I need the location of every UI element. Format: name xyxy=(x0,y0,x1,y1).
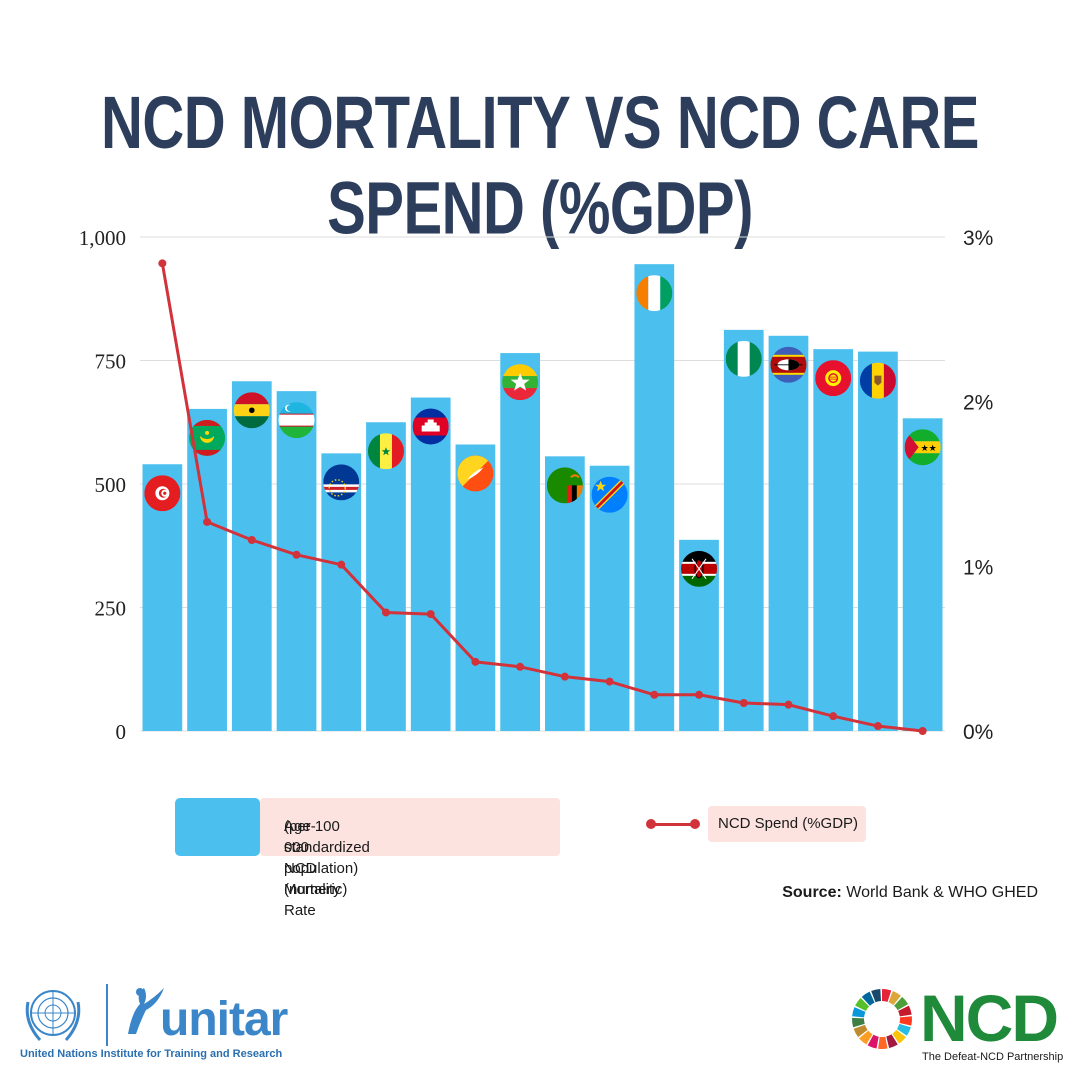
flag-moldova-icon xyxy=(859,362,896,399)
flag-cambodia-icon xyxy=(412,408,449,445)
left-tick-label: 250 xyxy=(95,597,127,621)
unitar-logo: unitar United Nations Institute for Trai… xyxy=(20,982,320,1062)
left-tick-label: 1,000 xyxy=(79,226,126,250)
logo-divider xyxy=(106,984,108,1046)
right-tick-label: 2% xyxy=(963,392,993,415)
bar xyxy=(410,397,451,731)
bar xyxy=(187,408,227,731)
bar xyxy=(858,351,898,731)
bar xyxy=(634,264,675,731)
spend-point xyxy=(739,699,748,708)
flag-kenya-icon xyxy=(681,550,718,587)
spend-point xyxy=(158,259,167,268)
bar xyxy=(231,381,272,731)
bar xyxy=(902,418,943,731)
flag-cote-divoire-icon xyxy=(636,275,673,312)
spend-point xyxy=(337,560,346,569)
defeat-ncd-logo: NCD The Defeat-NCD Partnership xyxy=(850,981,1070,1065)
legend-spend-label: NCD Spend (%GDP) xyxy=(708,806,866,842)
left-tick-label: 0 xyxy=(116,720,127,744)
legend-mortality-label: Age-standardized NCD Mortality Rate (per … xyxy=(260,798,560,919)
bar xyxy=(723,329,764,731)
flag-senegal-icon xyxy=(367,433,404,470)
spend-point xyxy=(292,550,301,559)
source-label: Source: xyxy=(782,884,842,901)
ncd-subtitle: The Defeat-NCD Partnership xyxy=(922,1051,1064,1063)
spend-point xyxy=(784,700,793,709)
flag-cabo-verde-icon xyxy=(323,464,360,501)
spend-point xyxy=(695,690,704,699)
legend-spend-text: NCD Spend (%GDP) xyxy=(718,815,859,832)
svg-text:★★: ★★ xyxy=(921,444,937,454)
legend-spend-line xyxy=(650,823,696,826)
spend-point xyxy=(203,517,212,526)
bar xyxy=(455,444,496,731)
un-emblem-icon xyxy=(25,990,81,1041)
flag-tunisia-icon xyxy=(144,475,181,512)
legend-mortality-line1: Age-standardized NCD Mortality Rate xyxy=(284,818,370,919)
right-tick-label: 1% xyxy=(963,556,993,579)
spend-point xyxy=(873,722,882,731)
combo-chart: ★★ 0 250 500 750 1,000 0% 1% 2% 3% xyxy=(79,226,994,744)
source-text: World Bank & WHO GHED xyxy=(846,884,1038,901)
right-tick-label: 0% xyxy=(963,721,993,744)
left-tick-label: 750 xyxy=(95,350,127,374)
flag-zambia-icon xyxy=(546,467,583,504)
flag-icons: ★★ xyxy=(144,275,941,587)
spend-point xyxy=(247,535,256,544)
spend-point xyxy=(560,672,569,681)
spend-point xyxy=(381,608,390,617)
bar xyxy=(813,349,854,731)
bar xyxy=(768,335,809,731)
legend-mortality-swatch xyxy=(175,798,260,856)
flag-bhutan-icon xyxy=(457,455,494,492)
spend-point xyxy=(650,690,659,699)
legend-mortality-line2: (per 100 000 population) (numeric) xyxy=(284,818,359,898)
spend-point xyxy=(918,727,927,735)
flag-eswatini-icon xyxy=(770,346,807,383)
flag-sao-tome-icon: ★★ xyxy=(904,429,941,466)
ncd-wordmark: NCD xyxy=(920,981,1059,1055)
bar xyxy=(500,353,540,731)
left-tick-label: 500 xyxy=(95,473,127,497)
spend-point xyxy=(516,662,525,671)
chart-title: NCD MORTALITY VS NCD CARE SPEND (%GDP) xyxy=(101,81,979,251)
spend-point xyxy=(426,610,435,619)
unitar-subtitle: United Nations Institute for Training an… xyxy=(20,1048,283,1060)
right-tick-label: 3% xyxy=(963,227,993,250)
flag-ghana-icon xyxy=(233,392,270,429)
gridlines xyxy=(140,236,945,732)
spend-point xyxy=(471,657,480,666)
spend-line xyxy=(160,263,923,733)
source-note: Source: World Bank & WHO GHED xyxy=(782,884,1038,902)
right-axis-ticks: 0% 1% 2% 3% xyxy=(963,227,993,744)
unitar-wordmark: unitar xyxy=(160,993,288,1046)
flag-dr-congo-icon xyxy=(591,476,628,513)
line-series xyxy=(158,259,927,735)
bar xyxy=(276,391,317,731)
spend-point xyxy=(829,712,838,721)
bar xyxy=(366,422,406,731)
flag-uzbekistan-icon xyxy=(278,402,315,439)
left-axis-ticks: 0 250 500 750 1,000 xyxy=(79,226,126,744)
bar-series xyxy=(142,264,943,731)
legend-spend-dot-right xyxy=(690,819,700,829)
sdg-wheel-icon xyxy=(852,989,912,1049)
spend-point xyxy=(605,677,614,686)
flag-kyrgyzstan-icon xyxy=(815,360,852,397)
flag-myanmar-icon xyxy=(502,364,539,401)
unitar-figure-icon xyxy=(128,988,164,1034)
flag-nigeria-icon xyxy=(725,340,762,377)
